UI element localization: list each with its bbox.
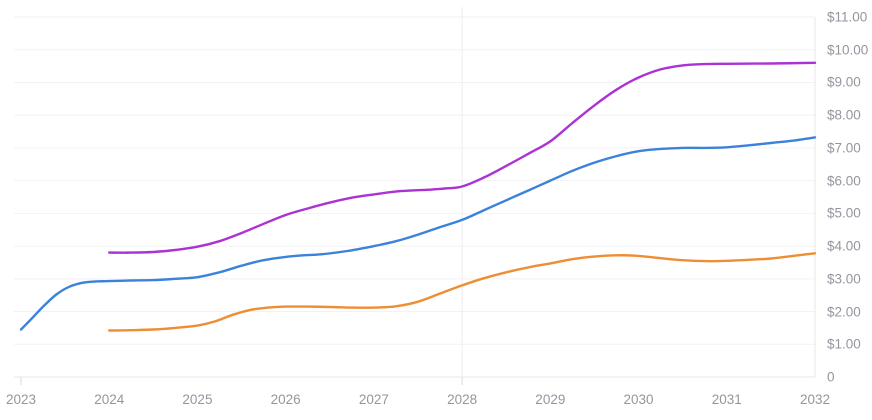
x-axis-label: 2024 [94,392,125,407]
x-axis-label: 2030 [623,392,654,407]
y-axis-label: $1.00 [827,336,861,352]
x-axis-label: 2023 [5,392,37,407]
x-axis-label: 2031 [711,392,742,407]
purple-line [108,61,817,254]
y-axis-label: $7.00 [827,140,861,156]
y-axis-label: $3.00 [827,271,861,287]
y-axis-label: $11.00 [827,9,868,25]
y-axis-label: $6.00 [827,172,861,188]
y-axis-label: $5.00 [827,205,861,221]
blue-line [19,136,817,331]
x-axis-label: 2027 [358,392,389,407]
y-axis-label: $4.00 [827,238,861,254]
orange-line [108,252,817,332]
x-axis-label: 2032 [799,392,831,407]
x-axis-label: 2028 [447,392,478,407]
y-axis-label: $8.00 [827,107,861,123]
x-axis-label: 2025 [182,392,213,407]
y-axis-label: 0 [827,369,835,385]
y-axis-label: $9.00 [827,74,861,90]
x-axis-label: 2026 [270,392,301,407]
y-axis-label: $10.00 [827,41,869,57]
x-axis-label: 2029 [535,392,566,407]
y-axis-label: $2.00 [827,303,861,319]
